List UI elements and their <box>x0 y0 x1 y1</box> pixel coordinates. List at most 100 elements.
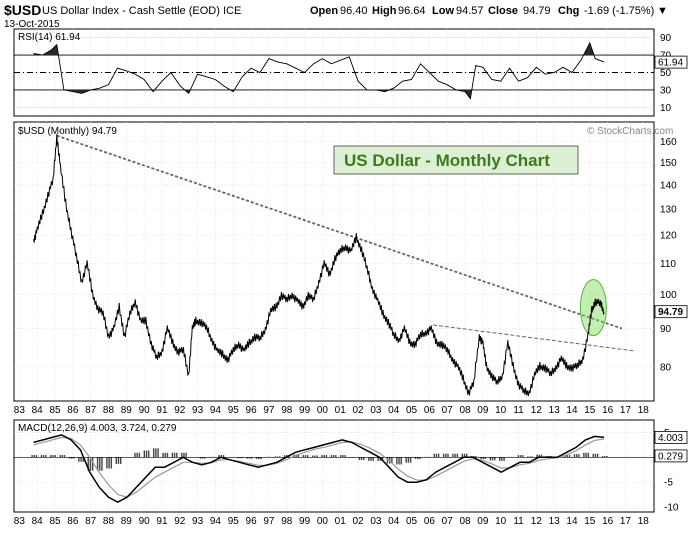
x-tick-label-bottom: 01 <box>335 516 347 527</box>
symbol-title: $USD <box>4 2 41 18</box>
x-tick-label-bottom: 14 <box>566 516 578 527</box>
macd-histogram-bar <box>434 454 435 458</box>
macd-histogram-bar <box>452 454 453 458</box>
x-tick-label-bottom: 84 <box>32 516 44 527</box>
x-tick-label-bottom: 97 <box>263 516 275 527</box>
macd-histogram-bar <box>462 454 463 458</box>
macd-histogram-bar <box>501 457 502 461</box>
macd-histogram-bar <box>457 454 458 458</box>
x-tick-label-top: 83 <box>14 405 26 416</box>
rsi-y-ticks: 907050301061.94 <box>655 33 687 114</box>
x-tick-label-bottom: 99 <box>299 516 311 527</box>
x-tick-label-top: 84 <box>32 405 44 416</box>
macd-histogram-bar <box>492 457 493 460</box>
macd-histogram-bar <box>181 453 182 457</box>
macd-histogram-bar <box>155 448 156 457</box>
rsi-latest-value: 61.94 <box>658 58 683 69</box>
x-tick-label-top: 98 <box>281 405 293 416</box>
macd-histogram-bar <box>593 454 594 458</box>
x-tick-label-bottom: 93 <box>192 516 204 527</box>
x-tick-label-bottom: 06 <box>424 516 436 527</box>
x-tick-label-bottom: 00 <box>317 516 329 527</box>
x-tick-label-bottom: 90 <box>139 516 151 527</box>
x-tick-label-top: 89 <box>121 405 133 416</box>
macd-histogram-bar <box>162 453 163 457</box>
macd-histogram-bar <box>499 457 500 461</box>
macd-histogram-bar <box>108 457 109 468</box>
macd-histogram-bar <box>78 457 79 461</box>
price-tick-label: 160 <box>660 137 677 148</box>
macd-histogram-bar <box>405 457 406 462</box>
macd-histogram-bar <box>363 457 364 460</box>
rsi-tick-label: 50 <box>660 68 672 79</box>
x-tick-label-bottom: 16 <box>602 516 614 527</box>
x-tick-label-bottom: 89 <box>121 516 133 527</box>
x-tick-label-top: 07 <box>442 405 454 416</box>
macd-histogram-bar <box>80 457 81 461</box>
x-tick-label-top: 15 <box>584 405 596 416</box>
x-tick-label-bottom: 88 <box>103 516 115 527</box>
macd-histogram-bar <box>574 454 575 457</box>
macd-histogram-bar <box>370 457 371 461</box>
macd-histogram-bar <box>153 448 154 457</box>
macd-histogram-bar <box>136 453 137 457</box>
macd-histogram-bar <box>490 457 491 460</box>
x-tick-label-top: 94 <box>210 405 222 416</box>
macd-histogram-bar <box>536 455 537 458</box>
macd-histogram-bar <box>597 454 598 458</box>
macd-histogram-bar <box>144 451 145 458</box>
macd-histogram-bar <box>396 457 397 464</box>
x-tick-label-bottom: 91 <box>156 516 168 527</box>
chart-annotation: US Dollar - Monthly Chart <box>334 146 578 174</box>
macd-histogram-bar <box>578 454 579 457</box>
macd-panel-label: MACD(12,26,9) 4.003, 3.724, 0.279 <box>18 423 177 434</box>
chg-value: -1.69 (-1.75%) <box>584 5 654 17</box>
macd-histogram-bar <box>372 457 373 461</box>
macd-histogram-bar <box>588 453 589 457</box>
macd-histogram-bar <box>185 453 186 457</box>
annotation-text: US Dollar - Monthly Chart <box>344 151 550 170</box>
rsi-panel-label: RSI(14) 61.94 <box>18 32 81 43</box>
x-tick-label-top: 06 <box>424 405 436 416</box>
macd-histogram-bar <box>99 457 100 470</box>
open-label: Open <box>310 5 338 17</box>
macd-histogram-bar <box>494 457 495 460</box>
x-tick-label-top: 18 <box>638 405 650 416</box>
price-tick-label: 120 <box>660 231 677 242</box>
macd-histogram-bar <box>583 453 584 457</box>
instrument-name: US Dollar Index - Cash Settle (EOD) ICE <box>42 5 241 17</box>
macd-histogram-bar <box>120 457 121 464</box>
x-tick-label-top: 96 <box>246 405 258 416</box>
low-label: Low <box>432 5 454 17</box>
price-tick-label: 80 <box>660 362 672 373</box>
x-tick-label-bottom: 87 <box>85 516 97 527</box>
x-tick-label-bottom: 03 <box>370 516 382 527</box>
chart-date: 13-Oct-2015 <box>4 19 60 30</box>
x-tick-label-top: 03 <box>370 405 382 416</box>
x-tick-label-bottom: 96 <box>246 516 258 527</box>
chart-header: $USD US Dollar Index - Cash Settle (EOD)… <box>4 2 668 30</box>
rsi-tick-label: 10 <box>660 103 672 114</box>
x-tick-label-bottom: 12 <box>531 516 543 527</box>
x-tick-label-bottom: 07 <box>442 516 454 527</box>
macd-histogram-bar <box>408 457 409 462</box>
low-value: 94.57 <box>456 5 484 17</box>
macd-histogram-bar <box>401 457 402 464</box>
macd-histogram-bar <box>139 453 140 457</box>
macd-histogram-bar <box>398 457 399 464</box>
close-label: Close <box>488 5 518 17</box>
macd-histogram-bar <box>111 457 112 468</box>
x-tick-label-bottom: 98 <box>281 516 293 527</box>
x-tick-label-bottom: 09 <box>477 516 489 527</box>
chg-down-arrow-icon: ▼ <box>657 5 668 17</box>
x-tick-label-bottom: 02 <box>353 516 365 527</box>
x-tick-label-top: 10 <box>495 405 507 416</box>
x-tick-label-top: 05 <box>406 405 418 416</box>
macd-tick-label: -5 <box>664 478 673 489</box>
macd-histogram-bar <box>134 453 135 457</box>
x-tick-label-top: 13 <box>549 405 561 416</box>
macd-value-label: 4.003 <box>658 433 683 444</box>
price-panel-label: $USD (Monthly) 94.79 <box>18 126 117 137</box>
